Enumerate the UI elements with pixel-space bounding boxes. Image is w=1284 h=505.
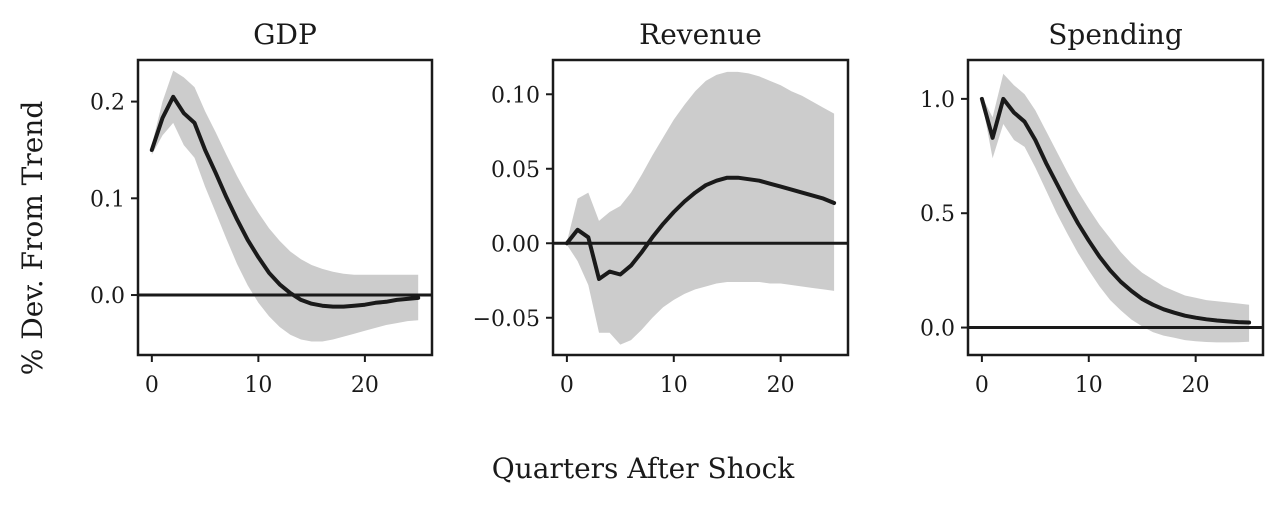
panel-revenue: Revenue 0 10 20 −0.05 0.00 0.05 0.10 <box>473 18 850 398</box>
spending-confidence-band <box>981 73 1250 343</box>
gdp-xtick-label: 20 <box>351 373 379 398</box>
spending-ytick-label: 0.5 <box>920 202 955 227</box>
gdp-xtick-label: 0 <box>145 373 159 398</box>
revenue-xtick-label: 0 <box>560 373 574 398</box>
spending-xtick-label: 10 <box>1075 373 1103 398</box>
gdp-confidence-band <box>151 70 419 342</box>
spending-xtick-label: 0 <box>975 373 989 398</box>
spending-ytick-label: 0.0 <box>920 317 955 342</box>
gdp-ytick-label: 0.1 <box>90 187 125 212</box>
revenue-xtick-label: 20 <box>767 373 795 398</box>
revenue-response-line <box>564 175 837 281</box>
gdp-title: GDP <box>253 18 317 51</box>
y-axis-label: % Dev. From Trend <box>16 101 49 376</box>
revenue-ytick-label: 0.10 <box>491 83 540 108</box>
revenue-xtick-label: 10 <box>660 373 688 398</box>
revenue-confidence-band <box>566 71 835 345</box>
spending-axes-frame <box>966 58 1265 357</box>
revenue-ytick-label: 0.05 <box>491 158 540 183</box>
spending-title: Spending <box>1048 18 1183 51</box>
spending-ytick-label: 1.0 <box>920 88 955 113</box>
panel-gdp: GDP 0 10 20 0.0 0.1 0.2 <box>90 18 434 398</box>
revenue-ytick-label: 0.00 <box>491 232 540 257</box>
gdp-ytick-label: 0.2 <box>90 91 125 116</box>
revenue-title: Revenue <box>639 18 762 51</box>
gdp-ytick-label: 0.0 <box>90 284 125 309</box>
panel-spending: Spending 0 10 20 0.0 0.5 1.0 <box>920 18 1265 398</box>
spending-response-line <box>979 96 1252 325</box>
revenue-axes-frame <box>551 58 850 357</box>
gdp-xtick-label: 10 <box>244 373 272 398</box>
revenue-ytick-label: −0.05 <box>473 307 540 332</box>
x-axis-label: Quarters After Shock <box>492 452 795 485</box>
gdp-response-line <box>149 94 421 309</box>
spending-xtick-label: 20 <box>1182 373 1210 398</box>
gdp-axes-frame <box>136 58 434 357</box>
